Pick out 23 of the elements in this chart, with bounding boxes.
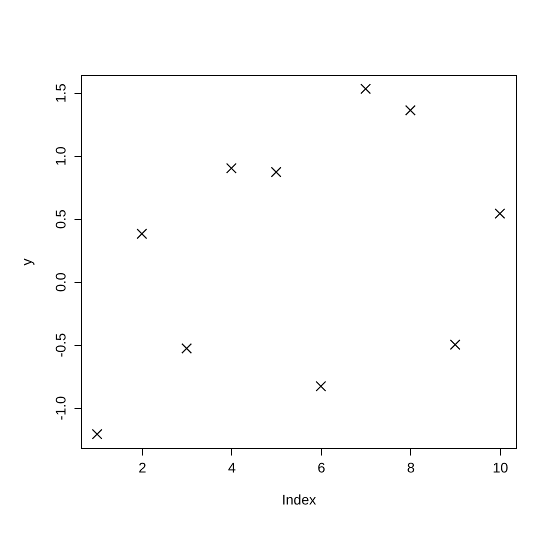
x-tick-label: 4 <box>228 460 236 476</box>
point <box>316 380 326 392</box>
x-axis-title: Index <box>282 492 316 508</box>
y-tick-label: -0.5 <box>52 332 68 358</box>
point <box>181 343 192 354</box>
x-tick-label: 6 <box>317 460 326 476</box>
y-tick-label: 0.5 <box>52 209 68 229</box>
y-tick-label: 0.0 <box>52 272 68 292</box>
point <box>405 104 416 116</box>
x-tick-label: 10 <box>492 460 508 476</box>
point <box>226 162 237 174</box>
x-tick-label: 8 <box>406 460 415 476</box>
point <box>360 84 371 94</box>
y-tick-label: 1.5 <box>52 83 68 103</box>
x-tick-label: 2 <box>138 460 146 476</box>
y-tick-label: 1.0 <box>52 146 68 166</box>
point <box>450 339 460 350</box>
point <box>270 166 282 178</box>
y-axis-title: y <box>18 258 34 266</box>
point <box>494 208 506 219</box>
point <box>92 428 102 440</box>
y-tick-label: -1.0 <box>52 396 68 420</box>
point <box>136 228 148 240</box>
